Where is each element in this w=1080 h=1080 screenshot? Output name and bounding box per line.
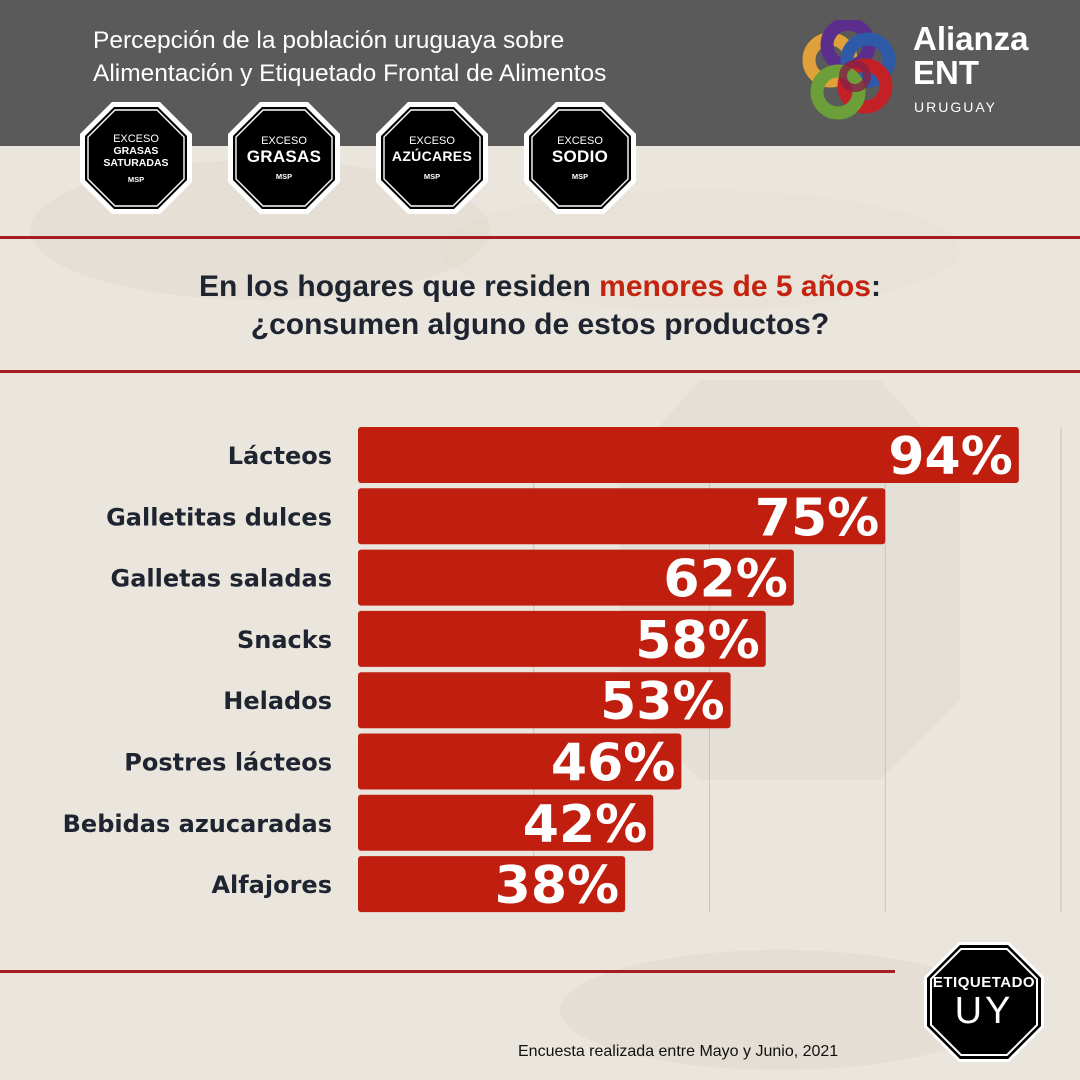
category-label: Helados xyxy=(223,687,332,715)
value-label: 58% xyxy=(635,611,759,671)
bar-2 xyxy=(358,549,794,606)
seal-azucares: EXCESO AZÚCARES MSP xyxy=(374,100,490,216)
bar-0 xyxy=(358,427,1019,483)
survey-note: Encuesta realizada entre Mayo y Junio, 2… xyxy=(518,1043,839,1060)
value-label: 46% xyxy=(551,734,675,794)
value-label: 62% xyxy=(663,550,787,610)
alianza-ent-logo-icon xyxy=(802,20,896,120)
chart-question: En los hogares que residen menores de 5 … xyxy=(0,268,1080,344)
bar-6 xyxy=(358,794,654,851)
question-line-2: ¿consumen alguno de estos productos? xyxy=(250,308,830,341)
category-label: Galletas saladas xyxy=(111,565,333,593)
divider-top xyxy=(0,236,1080,239)
category-label: Postres lácteos xyxy=(124,749,332,777)
bar-4 xyxy=(358,672,731,729)
seal-msp-label: MSP xyxy=(423,172,441,181)
value-label: 53% xyxy=(600,672,724,732)
question-part-1: En los hogares que residen xyxy=(199,270,600,303)
seal-octagon-icon xyxy=(376,102,488,214)
question-line-1: En los hogares que residen menores de 5 … xyxy=(0,268,1080,306)
value-label: 42% xyxy=(523,795,647,855)
divider-bottom xyxy=(0,970,895,973)
value-label: 38% xyxy=(495,856,619,916)
logo-subtitle: URUGUAY xyxy=(914,99,997,115)
seal-exceso-label: EXCESO xyxy=(261,135,307,147)
etiquetado-uy-seal: ETIQUETADO UY xyxy=(922,940,1046,1064)
seal-main-label: AZÚCARES xyxy=(391,148,473,164)
seal-exceso-label: EXCESO xyxy=(409,135,455,147)
divider-middle xyxy=(0,370,1080,373)
seal-msp-label: MSP xyxy=(571,172,589,181)
bar-7 xyxy=(358,856,626,913)
seal-exceso-label: EXCESO xyxy=(557,135,603,147)
category-label: Lácteos xyxy=(228,442,332,470)
logo-name-line-2: ENT xyxy=(913,54,979,91)
seal-grasas-saturadas: EXCESO GRASAS SATURADAS MSP xyxy=(78,100,194,216)
header-title-line-2: Alimentación y Etiquetado Frontal de Ali… xyxy=(93,60,607,87)
seal-exceso-label: EXCESO xyxy=(113,132,159,145)
value-label: 94% xyxy=(888,427,1012,487)
uy-label: UY xyxy=(954,989,1014,1032)
category-label: Snacks xyxy=(237,626,332,654)
seal-msp-label: MSP xyxy=(275,172,293,181)
seal-octagon-icon xyxy=(228,102,340,214)
seal-octagon-icon xyxy=(80,102,192,214)
seal-octagon-icon xyxy=(524,102,636,214)
etiquetado-octagon-icon xyxy=(924,942,1044,1062)
bar-1 xyxy=(358,488,886,545)
logo-name-line-1: Alianza xyxy=(913,20,1029,57)
bar-3 xyxy=(358,610,766,667)
category-label: Galletitas dulces xyxy=(106,503,332,531)
etiquetado-label: ETIQUETADO xyxy=(932,973,1036,991)
logo-name: Alianza ENT xyxy=(913,22,1029,90)
seal-grasas: EXCESO GRASAS MSP xyxy=(226,100,342,216)
seal-main-label: SODIO xyxy=(551,147,609,166)
seal-msp-label: MSP xyxy=(127,174,145,184)
question-part-2: : xyxy=(870,270,881,303)
question-highlight: menores de 5 años xyxy=(599,270,871,303)
value-label: 75% xyxy=(755,488,879,548)
seal-main-label: GRASAS xyxy=(246,147,322,166)
header-title-line-1: Percepción de la población uruguaya sobr… xyxy=(93,27,565,54)
category-label: Bebidas azucaradas xyxy=(63,810,332,838)
category-label: Alfajores xyxy=(211,871,332,899)
seal-sodio: EXCESO SODIO MSP xyxy=(522,100,638,216)
bar-5 xyxy=(358,733,682,790)
seal-main-label: GRASAS SATURADAS xyxy=(103,144,169,169)
header-title: Percepción de la población uruguaya sobr… xyxy=(93,24,733,90)
